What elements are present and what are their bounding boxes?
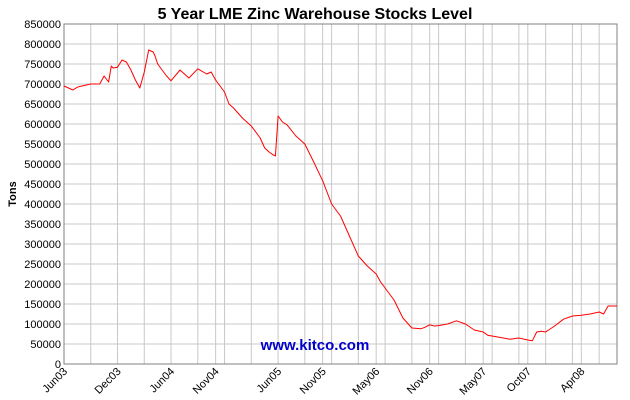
y-tick-label: 50000 xyxy=(30,339,61,351)
x-tick-label: Nov06 xyxy=(405,366,436,397)
x-tick-label: May06 xyxy=(350,366,382,398)
y-tick-label: 250000 xyxy=(24,259,61,271)
x-tick-label: Apr08 xyxy=(558,366,587,395)
x-tick-label: Oct07 xyxy=(505,366,534,395)
x-tick-label: Jun05 xyxy=(254,366,284,396)
y-tick-label: 800000 xyxy=(24,39,61,51)
y-tick-label: 200000 xyxy=(24,279,61,291)
y-tick-label: 750000 xyxy=(24,59,61,71)
y-tick-label: 500000 xyxy=(24,159,61,171)
y-tick-label: 600000 xyxy=(24,119,61,131)
chart-title: 5 Year LME Zinc Warehouse Stocks Level xyxy=(158,6,473,23)
grid xyxy=(63,23,617,365)
x-axis-ticks: Jun03 Dec03 Jun04 Nov04 Jun05 Nov05 May06 Nov06… xyxy=(40,366,587,398)
y-tick-label: 350000 xyxy=(24,219,61,231)
watermark[interactable]: www.kitco.com xyxy=(260,337,370,354)
x-tick-label: Dec03 xyxy=(93,366,124,397)
x-tick-label: Nov05 xyxy=(298,366,329,397)
y-tick-label: 100000 xyxy=(24,319,61,331)
series-line xyxy=(63,49,617,342)
x-tick-label: Nov04 xyxy=(191,366,222,397)
y-tick-label: 650000 xyxy=(24,99,61,111)
plot-frame xyxy=(63,23,618,365)
y-tick-label: 0 xyxy=(55,359,61,371)
x-tick-label: Jun04 xyxy=(147,366,177,396)
y-tick-label: 850000 xyxy=(24,19,61,31)
y-axis-ticks: 0 50000 100000 150000 200000 250000 300000 3500… xyxy=(24,19,61,371)
y-tick-label: 300000 xyxy=(24,239,61,251)
y-tick-label: 700000 xyxy=(24,79,61,91)
y-axis-label: Tons xyxy=(7,181,19,206)
x-tick-label: May07 xyxy=(457,366,489,398)
y-tick-label: 550000 xyxy=(24,139,61,151)
y-tick-label: 400000 xyxy=(24,199,61,211)
y-tick-label: 150000 xyxy=(24,299,61,311)
y-tick-label: 450000 xyxy=(24,179,61,191)
